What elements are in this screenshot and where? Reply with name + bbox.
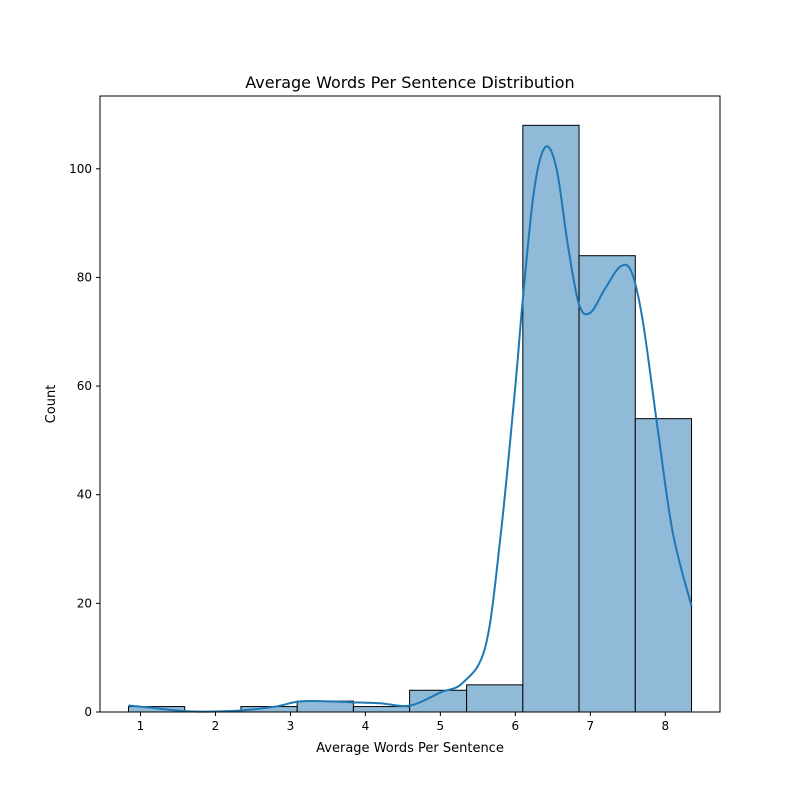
histogram-bar-8 [578, 255, 636, 713]
x-tick-label: 8 [661, 719, 669, 733]
x-tick-label: 6 [512, 719, 520, 733]
x-tick-label: 7 [586, 719, 594, 733]
histogram-bar-6 [466, 684, 524, 713]
x-tick-label: 4 [362, 719, 370, 733]
y-axis-label: Count [44, 385, 59, 424]
y-tick-label: 60 [77, 379, 92, 393]
x-axis-label: Average Words Per Sentence [316, 741, 504, 756]
y-tick-label: 20 [77, 596, 92, 610]
x-tick-label: 3 [287, 719, 295, 733]
histogram-bars [127, 124, 693, 713]
histogram-bar-7 [522, 124, 580, 713]
chart-title: Average Words Per Sentence Distribution [245, 73, 574, 92]
x-tick-label: 5 [437, 719, 445, 733]
y-tick-label: 40 [77, 488, 92, 502]
x-tick-label: 2 [212, 719, 220, 733]
histogram-bar-4 [352, 706, 411, 713]
y-tick-label: 0 [84, 705, 92, 719]
histogram-bar-9 [634, 418, 693, 713]
y-tick-label: 80 [77, 270, 92, 284]
kde-curve [128, 145, 693, 713]
plot-frame [99, 95, 721, 713]
x-tick-label: 1 [137, 719, 145, 733]
y-tick-label: 100 [69, 162, 92, 176]
